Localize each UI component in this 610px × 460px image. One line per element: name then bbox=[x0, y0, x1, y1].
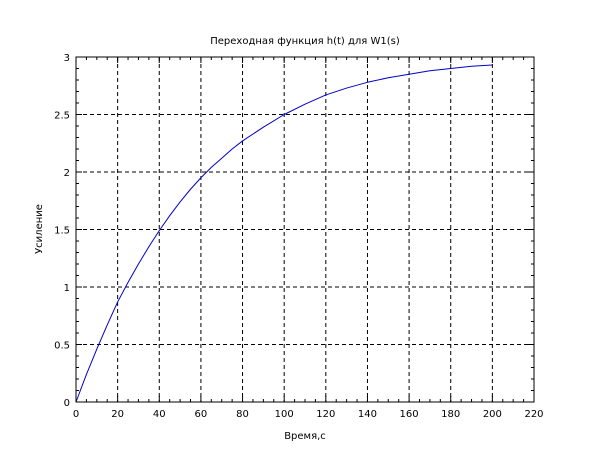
x-tick-label: 140 bbox=[358, 409, 377, 420]
ticks: 0 20 40 60 80 100 120 140 160 180 200 220 0 0.5 1 1.5 2 2… bbox=[54, 53, 543, 420]
series-line-0 bbox=[75, 64, 493, 403]
y-tick-label: 2.5 bbox=[54, 111, 70, 122]
series-layer bbox=[75, 64, 493, 403]
x-tick-label: 60 bbox=[195, 409, 208, 420]
x-tick-label: 40 bbox=[153, 409, 166, 420]
chart-title: Переходная функция h(t) для W1(s) bbox=[210, 36, 400, 47]
y-tick-label: 0.5 bbox=[54, 341, 70, 352]
y-tick-label: 2 bbox=[64, 168, 70, 179]
grid bbox=[76, 57, 534, 402]
x-tick-label: 120 bbox=[316, 409, 335, 420]
x-tick-label: 200 bbox=[483, 409, 502, 420]
x-tick-label: 220 bbox=[524, 409, 543, 420]
x-tick-label: 160 bbox=[400, 409, 419, 420]
y-tick-label: 0 bbox=[64, 398, 70, 409]
x-tick-label: 20 bbox=[111, 409, 124, 420]
y-tick-label: 3 bbox=[64, 53, 70, 64]
x-tick-label: 180 bbox=[441, 409, 460, 420]
y-tick-label: 1 bbox=[64, 283, 70, 294]
x-tick-label: 0 bbox=[73, 409, 79, 420]
y-tick-label: 1.5 bbox=[54, 226, 70, 237]
x-tick-label: 100 bbox=[275, 409, 294, 420]
x-tick-label: 80 bbox=[236, 409, 249, 420]
x-axis-label: Время,с bbox=[284, 431, 326, 442]
plot-frame bbox=[75, 56, 535, 403]
axes bbox=[75, 56, 535, 403]
y-axis-label: Усиление bbox=[34, 204, 45, 254]
